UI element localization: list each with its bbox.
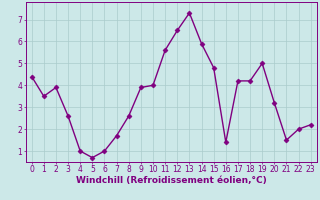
- X-axis label: Windchill (Refroidissement éolien,°C): Windchill (Refroidissement éolien,°C): [76, 176, 267, 185]
